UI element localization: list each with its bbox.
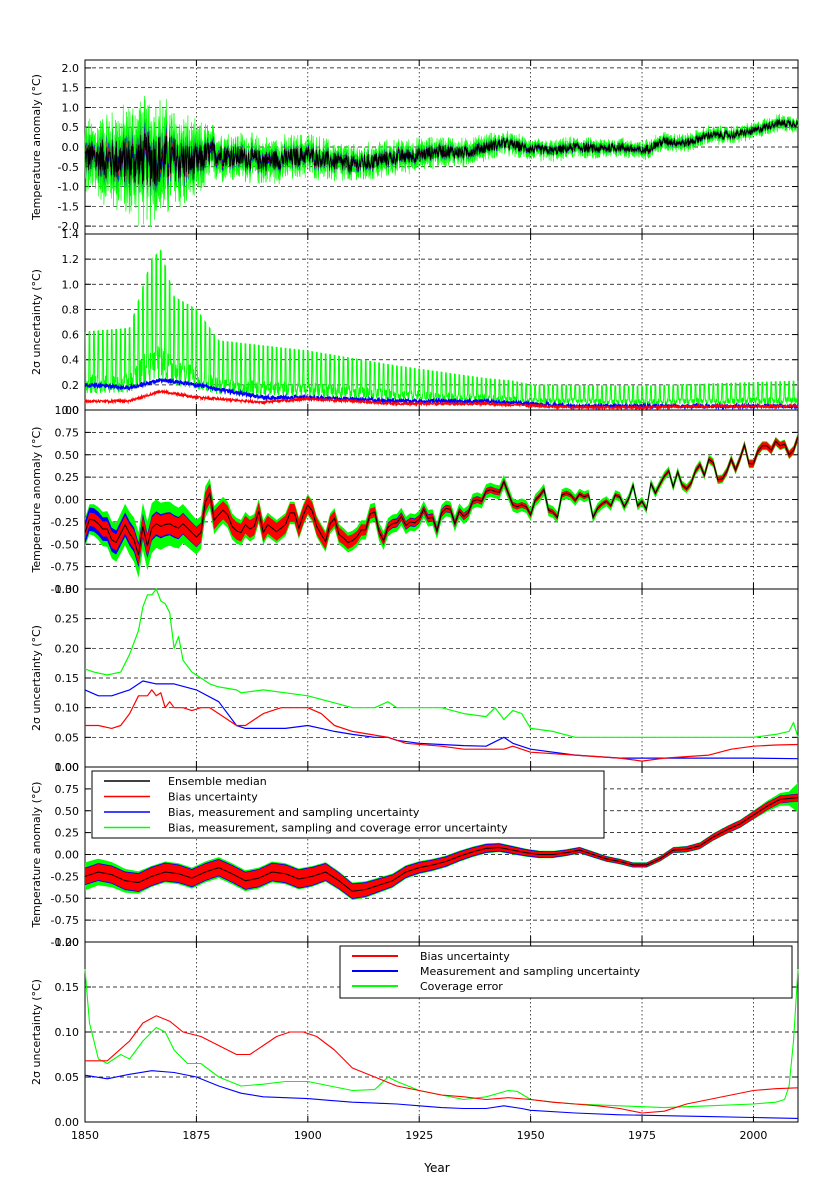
x-tick-label: 1950 xyxy=(517,1129,545,1142)
x-axis-label: Year xyxy=(423,1161,449,1175)
y-tick-label: -0.75 xyxy=(51,561,79,574)
y-axis-label: 2σ uncertainty (°C) xyxy=(30,625,43,731)
legend-box xyxy=(91,770,605,839)
meas-uncertainty-line xyxy=(84,680,799,760)
y-tick-label: 0.4 xyxy=(62,354,80,367)
y-tick-label: 1.4 xyxy=(62,228,80,241)
y-tick-label: 1.2 xyxy=(62,253,80,266)
y-tick-label: 1.00 xyxy=(55,404,80,417)
y-tick-label: 0.5 xyxy=(62,121,80,134)
y-tick-label: 0.00 xyxy=(55,494,80,507)
y-tick-label: -1.00 xyxy=(51,936,79,949)
ensemble-median-line xyxy=(84,118,799,186)
legend-box xyxy=(339,945,793,999)
y-tick-label: 0.25 xyxy=(55,827,80,840)
y-tick-label: -0.25 xyxy=(51,516,79,529)
y-tick-label: -1.0 xyxy=(58,181,79,194)
y-tick-label: 0.2 xyxy=(62,379,80,392)
y-tick-label: 0.05 xyxy=(55,731,80,744)
y-axis-label: Temperature anomaly (°C) xyxy=(30,427,43,574)
x-tick-label: 1925 xyxy=(405,1129,433,1142)
y-tick-label: -1.5 xyxy=(58,200,79,213)
y-tick-label: 0.0 xyxy=(62,141,80,154)
panel-4: 0.00 0.05 0.10 0.15 0.20 0.25 0.30 2σ uncertain… xyxy=(30,583,799,774)
meas-uncertainty-line xyxy=(84,1070,799,1119)
y-tick-label: 0.10 xyxy=(55,1026,80,1039)
bias-uncertainty-line xyxy=(85,689,799,762)
y-axis-label: 2σ uncertainty (°C) xyxy=(30,269,43,375)
legend-label: Bias, measurement and sampling uncertain… xyxy=(168,806,420,819)
y-tick-label: 0.00 xyxy=(55,761,80,774)
y-tick-label: -0.75 xyxy=(51,914,79,927)
legend-label: Bias, measurement, sampling and coverage… xyxy=(168,822,508,835)
y-tick-label: 1.00 xyxy=(55,761,80,774)
y-tick-label: -0.25 xyxy=(51,870,79,883)
legend-label: Ensemble median xyxy=(168,775,267,788)
coverage-uncertainty-band xyxy=(85,432,798,578)
x-tick-label: 1900 xyxy=(294,1129,322,1142)
ensemble-median-line xyxy=(84,436,799,556)
legend-label: Coverage error xyxy=(420,980,503,993)
y-axis-label: 2σ uncertainty (°C) xyxy=(30,979,43,1085)
coverage-uncertainty-band xyxy=(84,95,799,227)
y-tick-label: 1.0 xyxy=(62,101,80,114)
x-tick-label: 1975 xyxy=(628,1129,656,1142)
y-tick-label: 0.00 xyxy=(55,849,80,862)
y-tick-label: -0.50 xyxy=(51,538,79,551)
y-tick-label: 2.0 xyxy=(62,62,80,75)
y-tick-label: -0.5 xyxy=(58,161,79,174)
y-tick-label: 0.20 xyxy=(55,936,80,949)
y-tick-label: 0.50 xyxy=(55,805,80,818)
y-tick-label: 0.20 xyxy=(55,642,80,655)
bias-uncertainty-line xyxy=(84,388,799,411)
x-tick-label: 1850 xyxy=(71,1129,99,1142)
panel-5: 1.00 0.75 0.50 0.25 0.00 -0.25 -0.50 -0.75 -1.00… xyxy=(30,761,799,949)
y-tick-label: 0.0 xyxy=(62,404,80,417)
y-tick-label: 0.00 xyxy=(55,1116,80,1129)
legend: Ensemble median Bias uncertainty Bias, mea… xyxy=(91,770,605,839)
y-tick-label: -2.0 xyxy=(58,220,79,233)
y-tick-label: 0.75 xyxy=(55,783,80,796)
y-axis-label: Temperature anomaly (°C) xyxy=(30,782,43,929)
panel-1: 2.0 1.5 1.0 0.5 0.0 -0.5 -1.0 -1.5 -2.0 Temperatu… xyxy=(30,59,799,235)
legend-label: Measurement and sampling uncertainty xyxy=(420,965,641,978)
y-tick-label: 0.25 xyxy=(55,613,80,626)
y-tick-label: 0.6 xyxy=(62,329,80,342)
panel-6: 0.00 0.05 0.10 0.15 0.20 2σ uncertainty (°C) B… xyxy=(30,936,799,1129)
x-tick-label: 1875 xyxy=(182,1129,210,1142)
measurement-uncertainty-band xyxy=(85,117,798,203)
cov-uncertainty-line xyxy=(84,968,799,1109)
y-tick-label: 0.25 xyxy=(55,471,80,484)
y-tick-label: 0.50 xyxy=(55,449,80,462)
legend-label: Bias uncertainty xyxy=(420,950,510,963)
bias-uncertainty-band xyxy=(85,118,798,194)
y-tick-label: 1.0 xyxy=(62,278,80,291)
y-tick-label: 0.75 xyxy=(55,426,80,439)
y-tick-label: -1.00 xyxy=(51,583,79,596)
x-tick-labels: 1850 1875 1900 1925 1950 1975 2000 xyxy=(71,1129,767,1142)
plots: 2.0 1.5 1.0 0.5 0.0 -0.5 -1.0 -1.5 -2.0 Temperatu… xyxy=(30,59,799,1142)
legend: Bias uncertainty Measurement and sampling… xyxy=(339,945,793,999)
y-axis-label: Temperature anomaly (°C) xyxy=(30,74,43,221)
bias-uncertainty-band xyxy=(85,794,798,899)
cov-uncertainty-line xyxy=(84,588,799,738)
x-tick-label: 2000 xyxy=(739,1129,767,1142)
coverage-error-line xyxy=(84,249,799,406)
ensemble-median-line xyxy=(84,797,799,892)
y-tick-label: -0.50 xyxy=(51,892,79,905)
legend-label: Bias uncertainty xyxy=(168,791,258,804)
panel-3: 1.00 0.75 0.50 0.25 0.00 -0.25 -0.50 -0.75 -1.00… xyxy=(30,404,799,596)
y-tick-label: 0.15 xyxy=(55,981,80,994)
y-tick-label: 1.5 xyxy=(62,82,80,95)
panel-2: 0.0 0.2 0.4 0.6 0.8 1.0 1.2 1.4 2σ uncertainty (… xyxy=(30,228,799,417)
y-tick-label: 0.8 xyxy=(62,303,80,316)
bias-uncertainty-line xyxy=(85,1015,799,1114)
y-tick-label: 0.10 xyxy=(55,702,80,715)
y-tick-label: 0.05 xyxy=(55,1071,80,1084)
y-tick-label: 0.15 xyxy=(55,672,80,685)
y-tick-label: 0.30 xyxy=(55,583,80,596)
